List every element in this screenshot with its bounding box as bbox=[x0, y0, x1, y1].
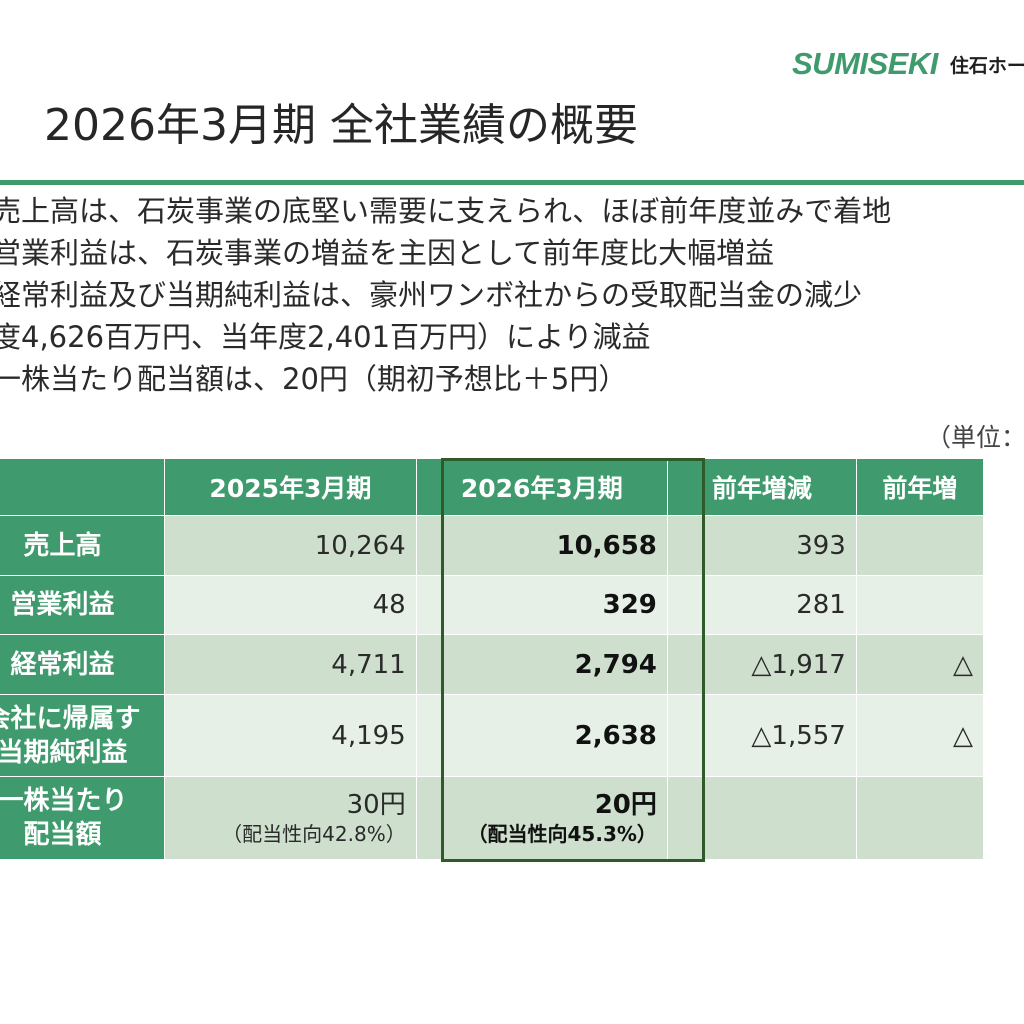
cell-rate: △ bbox=[855, 694, 985, 777]
table-row: 営業利益 48 329 281 bbox=[0, 575, 985, 635]
cell-prev: 48 bbox=[164, 575, 417, 635]
header-yoy-rate: 前年増 bbox=[855, 458, 985, 516]
table-row: 会社に帰属す 当期純利益 4,195 2,638 △1,557 △ bbox=[0, 694, 985, 777]
company-logo: SUMISEKI 住石ホー bbox=[792, 46, 1024, 82]
row-label-operating-profit: 営業利益 bbox=[0, 575, 166, 635]
cell-cur: 10,658 bbox=[415, 515, 668, 576]
cell-prev: 4,711 bbox=[164, 634, 417, 695]
row-label-text: 売上高 bbox=[23, 530, 102, 561]
page-title: 2026年3月期 全社業績の概要 bbox=[44, 100, 638, 151]
financial-summary-table: 2025年3月期 2026年3月期 前年増減 前年増 売上高 10,264 10… bbox=[0, 458, 985, 860]
bullet-dividend: 一株当たり配当額は、20円（期初予想比＋5円） bbox=[0, 362, 628, 396]
header-yoy-change: 前年増減 bbox=[666, 458, 857, 516]
row-label-text: 経常利益 bbox=[10, 649, 115, 680]
cell-prev: 4,195 bbox=[164, 694, 417, 777]
cell-diff: △1,917 bbox=[666, 634, 857, 695]
bullet-sales: 売上高は、石炭事業の底堅い需要に支えられ、ほぼ前年度並みで着地 bbox=[0, 194, 892, 228]
row-label-ordinary-profit: 経常利益 bbox=[0, 634, 166, 695]
table-header-row: 2025年3月期 2026年3月期 前年増減 前年増 bbox=[0, 458, 985, 516]
row-label-dividend: 一株当たり 配当額 bbox=[0, 776, 166, 860]
row-label-sales: 売上高 bbox=[0, 515, 166, 576]
cell-rate: △ bbox=[855, 634, 985, 695]
cell-rate bbox=[855, 575, 985, 635]
dividend-prev: 30円 bbox=[346, 790, 406, 820]
row-label-text: 営業利益 bbox=[10, 590, 115, 620]
row-label-line1: 一株当たり bbox=[0, 786, 128, 816]
cell-cur: 2,794 bbox=[415, 634, 668, 695]
header-fy2026: 2026年3月期 bbox=[415, 458, 668, 516]
cell-diff bbox=[666, 776, 857, 860]
cell-rate bbox=[855, 515, 985, 576]
header-fy2025: 2025年3月期 bbox=[164, 458, 417, 516]
cell-diff: △1,557 bbox=[666, 694, 857, 777]
cell-prev: 10,264 bbox=[164, 515, 417, 576]
bullet-ordinary-profit: 経常利益及び当期純利益は、豪州ワンボ社からの受取配当金の減少 bbox=[0, 278, 863, 312]
row-label-line1: 会社に帰属す bbox=[0, 703, 141, 734]
row-label-line2: 配当額 bbox=[23, 820, 102, 850]
table-row: 一株当たり 配当額 30円 （配当性向42.8%） 20円 （配当性向45.3%… bbox=[0, 776, 985, 860]
cell-rate bbox=[855, 776, 985, 860]
cell-cur: 329 bbox=[415, 575, 668, 635]
row-label-line2: 当期純利益 bbox=[0, 737, 128, 768]
header-corner bbox=[0, 458, 166, 516]
row-label-net-income: 会社に帰属す 当期純利益 bbox=[0, 694, 166, 777]
logo-brand: SUMISEKI bbox=[792, 46, 938, 81]
cell-cur: 2,638 bbox=[415, 694, 668, 777]
cell-prev: 30円 （配当性向42.8%） bbox=[164, 776, 417, 860]
logo-company-name: 住石ホー bbox=[949, 54, 1024, 77]
table-row: 経常利益 4,711 2,794 △1,917 △ bbox=[0, 634, 985, 695]
bullet-operating-profit: 営業利益は、石炭事業の増益を主因として前年度比大幅増益 bbox=[0, 236, 775, 270]
cell-cur: 20円 （配当性向45.3%） bbox=[415, 776, 668, 860]
cell-diff: 393 bbox=[666, 515, 857, 576]
unit-label: （単位： bbox=[926, 423, 1024, 452]
payout-ratio-prev: （配当性向42.8%） bbox=[222, 822, 406, 846]
payout-ratio-cur: （配当性向45.3%） bbox=[467, 822, 657, 846]
table-row: 売上高 10,264 10,658 393 bbox=[0, 515, 985, 576]
dividend-cur: 20円 bbox=[594, 790, 657, 820]
bullet-ordinary-profit-cont: 度4,626百万円、当年度2,401百万円）により減益 bbox=[0, 320, 651, 354]
cell-diff: 281 bbox=[666, 575, 857, 635]
title-divider bbox=[0, 180, 1024, 185]
summary-bullets: 売上高は、石炭事業の底堅い需要に支えられ、ほぼ前年度並みで着地 営業利益は、石炭… bbox=[0, 190, 1024, 400]
